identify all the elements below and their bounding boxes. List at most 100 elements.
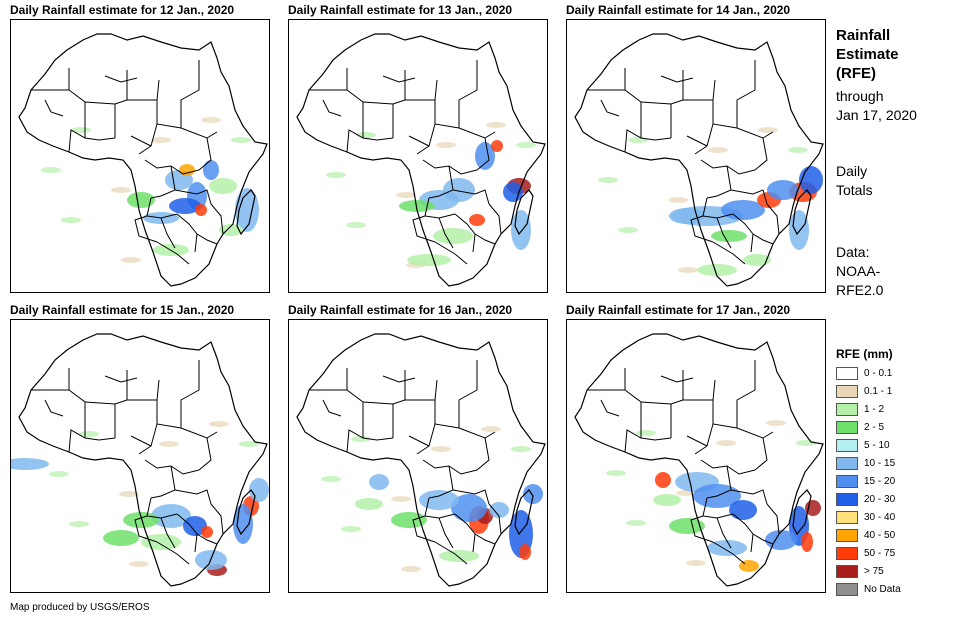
rainfall-map bbox=[288, 19, 548, 293]
country-border bbox=[196, 533, 218, 545]
light-rain-patch bbox=[79, 431, 99, 437]
map-title-block: Rainfall Estimate (RFE) bbox=[836, 26, 899, 83]
light-rain-patch bbox=[231, 137, 251, 143]
country-border bbox=[31, 89, 86, 138]
light-rain-patch bbox=[758, 127, 778, 133]
data-source-block: Data: NOAA- RFE2.0 bbox=[836, 243, 883, 300]
legend-swatch bbox=[836, 421, 858, 434]
light-rain-patch bbox=[606, 470, 626, 476]
country-border bbox=[706, 465, 732, 499]
through-date-block: through Jan 17, 2020 bbox=[836, 87, 917, 125]
legend-label: 20 - 30 bbox=[864, 494, 896, 505]
rainfall-map bbox=[10, 319, 270, 593]
legend-label: No Data bbox=[864, 584, 901, 595]
country-border bbox=[732, 513, 754, 553]
rain-cell bbox=[235, 188, 259, 232]
madagascar-outline bbox=[792, 489, 812, 536]
country-border bbox=[309, 89, 364, 138]
country-border bbox=[766, 503, 780, 535]
light-rain-patch bbox=[351, 436, 371, 442]
rain-cell bbox=[369, 474, 389, 490]
legend-label: 0.1 - 1 bbox=[864, 386, 893, 397]
light-rain-patch bbox=[121, 257, 141, 263]
rain-cell bbox=[721, 200, 765, 220]
rain-cell bbox=[799, 166, 823, 194]
country-border bbox=[452, 489, 490, 505]
title-line: Rainfall bbox=[836, 27, 891, 44]
period-block: Daily Totals bbox=[836, 162, 873, 200]
coastline bbox=[574, 33, 824, 287]
rain-cell bbox=[103, 530, 139, 546]
legend-label: 0 - 0.1 bbox=[864, 368, 893, 379]
country-border bbox=[716, 517, 732, 549]
data-line: Data: bbox=[836, 244, 870, 260]
rain-cell bbox=[489, 502, 509, 518]
country-border bbox=[44, 99, 64, 117]
rain-cell bbox=[475, 142, 495, 170]
rain-cell bbox=[419, 490, 459, 510]
country-border bbox=[146, 197, 178, 219]
light-rain-patch bbox=[766, 420, 786, 426]
country-border bbox=[210, 503, 224, 535]
rain-cell bbox=[209, 178, 237, 194]
light-rain-patch bbox=[678, 267, 698, 273]
legend-title: RFE (mm) bbox=[836, 347, 893, 361]
legend-swatch bbox=[836, 439, 858, 452]
country-border bbox=[438, 217, 454, 249]
country-border bbox=[160, 217, 176, 249]
country-border bbox=[488, 203, 502, 235]
legend-swatch bbox=[836, 385, 858, 398]
rain-cell bbox=[519, 544, 531, 560]
country-border bbox=[458, 360, 478, 428]
country-border bbox=[160, 517, 176, 549]
africa-map-svg bbox=[296, 33, 546, 287]
country-border bbox=[706, 165, 732, 199]
country-border bbox=[176, 213, 198, 253]
madagascar-outline bbox=[514, 489, 534, 536]
africa-landmass bbox=[297, 334, 545, 586]
country-border bbox=[434, 541, 468, 565]
rainfall-map bbox=[288, 319, 548, 593]
country-border bbox=[382, 75, 416, 83]
country-border bbox=[754, 137, 768, 171]
light-rain-patch bbox=[326, 172, 346, 178]
country-border bbox=[424, 197, 456, 219]
country-border bbox=[458, 60, 478, 128]
country-border bbox=[180, 360, 200, 428]
rain-cell bbox=[765, 530, 797, 550]
panel-title: Daily Rainfall estimate for 13 Jan., 202… bbox=[288, 3, 513, 17]
country-border bbox=[428, 465, 454, 499]
rain-cell bbox=[697, 264, 737, 276]
panel-title: Daily Rainfall estimate for 14 Jan., 202… bbox=[566, 3, 791, 17]
country-border bbox=[434, 241, 468, 265]
panel-title: Daily Rainfall estimate for 16 Jan., 202… bbox=[288, 303, 513, 317]
light-rain-patch bbox=[708, 147, 728, 153]
legend-swatch bbox=[836, 475, 858, 488]
coastline bbox=[574, 333, 824, 587]
country-border bbox=[156, 541, 190, 565]
light-rain-patch bbox=[71, 127, 91, 133]
light-rain-patch bbox=[111, 187, 131, 193]
through-line: through bbox=[836, 88, 884, 104]
rain-cell bbox=[491, 140, 503, 152]
country-border bbox=[686, 135, 708, 147]
rain-cell bbox=[169, 198, 201, 214]
country-border bbox=[362, 370, 406, 405]
country-border bbox=[322, 99, 342, 117]
africa-landmass bbox=[297, 34, 545, 286]
light-rain-patch bbox=[796, 440, 816, 446]
country-border bbox=[408, 135, 430, 147]
country-border bbox=[346, 429, 394, 453]
rain-cell bbox=[669, 208, 705, 224]
country-border bbox=[146, 497, 178, 519]
light-rain-patch bbox=[356, 132, 376, 138]
country-border bbox=[156, 241, 190, 265]
rain-cell bbox=[127, 192, 155, 208]
light-rain-patch bbox=[618, 227, 638, 233]
rain-cell bbox=[669, 518, 705, 534]
country-border bbox=[44, 399, 64, 417]
madagascar-outline bbox=[514, 189, 534, 236]
light-rain-patch bbox=[396, 192, 416, 198]
rain-cell bbox=[391, 512, 427, 528]
light-rain-patch bbox=[209, 421, 229, 427]
